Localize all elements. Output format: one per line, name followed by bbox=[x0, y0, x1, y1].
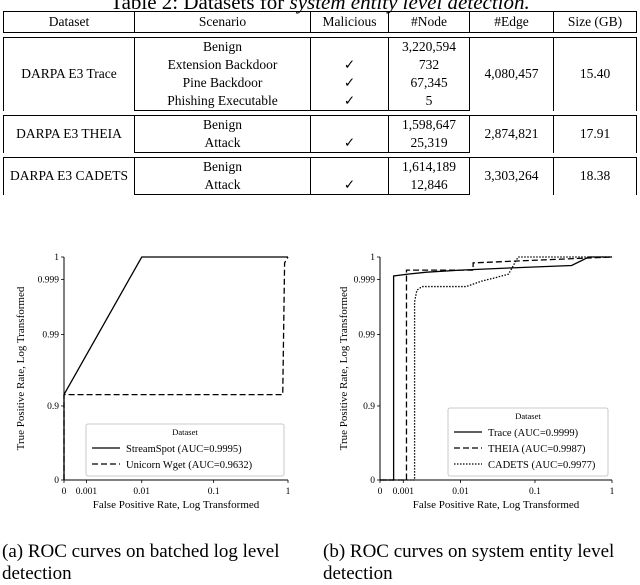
legend-entry: THEIA (AUC=0.9987) bbox=[488, 444, 586, 455]
datasets-table: Dataset Scenario Malicious #Node #Edge S… bbox=[3, 11, 637, 195]
y-axis-label: True Positive Rate, Log Transformed bbox=[15, 286, 27, 450]
figure-b-caption: (b) ROC curves on system entity level de… bbox=[323, 541, 614, 585]
table-row: Pine Backdoor ✓ 67,345 bbox=[4, 74, 637, 92]
node-cell: 1,598,647 bbox=[388, 115, 470, 134]
legend-box bbox=[85, 423, 285, 477]
table-caption: Table 2: Datasets for system entity leve… bbox=[0, 0, 640, 17]
y-tick-label: 0.99 bbox=[358, 330, 375, 340]
scenario-cell: Benign bbox=[134, 37, 311, 56]
x-tick-label: 0.1 bbox=[529, 487, 541, 497]
figure-b-caption-line1: (b) ROC curves on system entity level bbox=[323, 541, 615, 562]
legend-entry: Unicorn Wget (AUC=0.9632) bbox=[126, 460, 253, 471]
table-row: DARPA E3 Trace Benign 3,220,594 4,080,45… bbox=[3, 37, 637, 111]
header-scenario: Scenario bbox=[134, 11, 311, 33]
edge-cell: 3,303,264 bbox=[469, 157, 554, 195]
x-tick-label: 1 bbox=[286, 487, 291, 497]
series-line bbox=[380, 256, 612, 481]
legend-title: Dataset bbox=[172, 427, 198, 437]
x-axis-label: False Positive Rate, Log Transformed bbox=[93, 499, 260, 511]
figure-a-caption-line1: (a) ROC curves on batched log level bbox=[2, 541, 280, 562]
x-tick-label: 1 bbox=[610, 487, 615, 497]
y-tick-label: 0 bbox=[54, 476, 59, 486]
x-tick-label: 0.1 bbox=[208, 487, 220, 497]
legend-entry: CADETS (AUC=0.9977) bbox=[488, 460, 596, 471]
node-cell: 732 bbox=[388, 56, 470, 74]
edge-cell: 2,874,821 bbox=[469, 115, 554, 153]
scenario-cell: Attack bbox=[134, 134, 311, 153]
dataset-cell: DARPA E3 CADETS bbox=[3, 157, 135, 195]
header-size: Size (GB) bbox=[553, 11, 637, 33]
dataset-cell: DARPA E3 Trace bbox=[3, 37, 135, 111]
table-row: Extension Backdoor ✓ 732 bbox=[4, 56, 637, 74]
node-cell: 5 bbox=[388, 92, 470, 111]
series-line bbox=[63, 256, 288, 480]
edge-cell: 4,080,457 bbox=[469, 37, 554, 111]
table-header-row: Dataset Scenario Malicious #Node #Edge S… bbox=[3, 11, 637, 33]
scenario-cell: Extension Backdoor bbox=[134, 56, 311, 74]
dataset-cell: DARPA E3 THEIA bbox=[3, 115, 135, 153]
malicious-cell: ✓ bbox=[310, 56, 389, 74]
y-tick-label: 1 bbox=[54, 253, 59, 263]
roc-chart-batched: 0 0.001 0.01 0.1 1 0 0.9 0.99 0.999 1 False Positi… bbox=[15, 253, 291, 511]
x-tick-label: 0 bbox=[62, 487, 67, 497]
x-axis-label: False Positive Rate, Log Transformed bbox=[413, 499, 580, 511]
malicious-cell: ✓ bbox=[310, 134, 389, 153]
header-node: #Node bbox=[388, 11, 470, 33]
y-tick-label: 0.999 bbox=[38, 275, 60, 285]
figure-a-caption-line2: detection bbox=[2, 563, 72, 584]
node-cell: 1,614,189 bbox=[388, 157, 470, 176]
node-cell: 3,220,594 bbox=[388, 37, 470, 56]
table-caption-italic: system entity level detection. bbox=[289, 0, 530, 14]
node-cell: 67,345 bbox=[388, 74, 470, 92]
figure-b-caption-line2: detection bbox=[323, 563, 393, 584]
series-line bbox=[380, 256, 612, 481]
header-dataset: Dataset bbox=[3, 11, 135, 33]
table-caption-prefix: Table 2: Datasets for bbox=[110, 0, 285, 14]
y-tick-label: 0.9 bbox=[47, 402, 59, 412]
series-line bbox=[63, 256, 289, 480]
x-tick-label: 0.001 bbox=[76, 487, 98, 497]
malicious-cell: ✓ bbox=[310, 176, 389, 195]
malicious-cell bbox=[310, 157, 389, 176]
header-edge: #Edge bbox=[469, 11, 554, 33]
x-tick-label: 0.01 bbox=[133, 487, 150, 497]
scenario-cell: Benign bbox=[134, 115, 311, 134]
legend-box bbox=[447, 407, 609, 477]
y-tick-label: 0.9 bbox=[363, 402, 375, 412]
x-tick-label: 0 bbox=[378, 487, 383, 497]
size-cell: 18.38 bbox=[553, 157, 637, 195]
table-row: DARPA E3 THEIA Benign 1,598,647 2,874,82… bbox=[3, 115, 637, 153]
size-cell: 17.91 bbox=[553, 115, 637, 153]
size-cell: 15.40 bbox=[553, 37, 637, 111]
x-tick-label: 0.01 bbox=[452, 487, 469, 497]
x-tick-label: 0.001 bbox=[393, 487, 415, 497]
y-tick-label: 1 bbox=[370, 253, 375, 263]
scenario-cell: Attack bbox=[134, 176, 311, 195]
table-row: Phishing Executable ✓ 5 bbox=[4, 92, 637, 111]
y-tick-label: 0.999 bbox=[354, 275, 376, 285]
table-row: Attack ✓ 12,846 bbox=[4, 176, 637, 195]
malicious-cell: ✓ bbox=[310, 74, 389, 92]
scenario-cell: Benign bbox=[134, 157, 311, 176]
malicious-cell bbox=[310, 37, 389, 56]
legend-title: Dataset bbox=[515, 411, 541, 421]
legend-entry: StreamSpot (AUC=0.9995) bbox=[126, 444, 242, 455]
scenario-cell: Pine Backdoor bbox=[134, 74, 311, 92]
header-malicious: Malicious bbox=[310, 11, 389, 33]
malicious-cell: ✓ bbox=[310, 92, 389, 111]
roc-chart-entity: 0 0.001 0.01 0.1 1 0 0.9 0.99 0.999 1 False Positi… bbox=[338, 253, 615, 511]
legend-entry: Trace (AUC=0.9999) bbox=[488, 428, 579, 439]
table-row: Attack ✓ 25,319 bbox=[4, 134, 637, 153]
y-tick-label: 0.99 bbox=[42, 330, 59, 340]
figure-a-caption: (a) ROC curves on batched log level dete… bbox=[2, 541, 280, 585]
table-row: DARPA E3 CADETS Benign 1,614,189 3,303,2… bbox=[3, 157, 637, 195]
y-tick-label: 0 bbox=[370, 476, 375, 486]
scenario-cell: Phishing Executable bbox=[134, 92, 311, 111]
y-axis-label: True Positive Rate, Log Transformed bbox=[338, 286, 350, 450]
node-cell: 12,846 bbox=[388, 176, 470, 195]
malicious-cell bbox=[310, 115, 389, 134]
node-cell: 25,319 bbox=[388, 134, 470, 153]
